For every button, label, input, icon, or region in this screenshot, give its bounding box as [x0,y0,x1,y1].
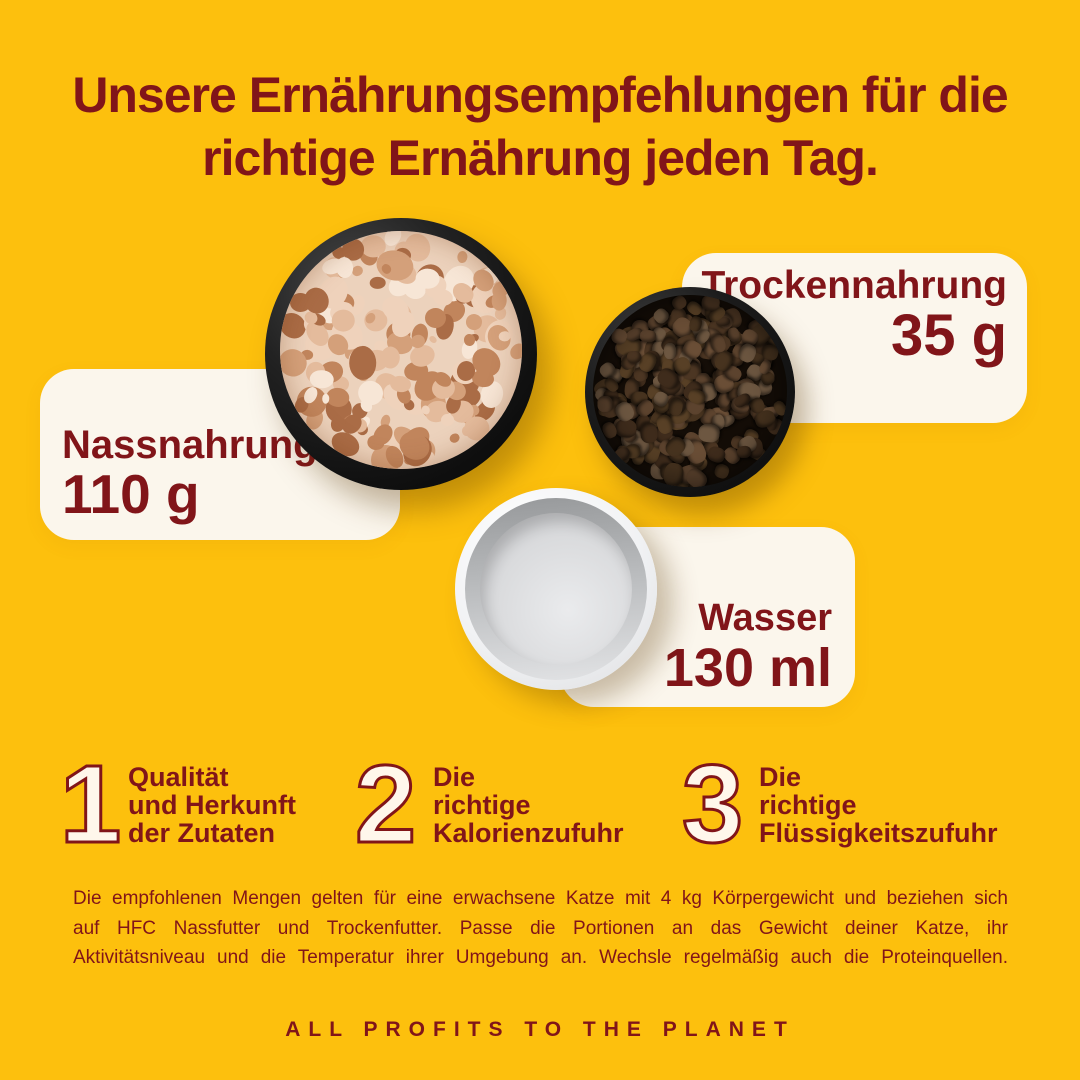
dry-food-label: Trockennahrung [701,264,1007,307]
step-1-text: Qualität und Herkunft der Zutaten [128,762,296,848]
wet-food-amount: 110 g [62,463,200,525]
step-3-text: Die richtige Flüssigkeitszufuhr [759,762,998,848]
step-2-number: 2 [354,743,418,866]
wet-food-photo [280,231,522,469]
step-2-text: Die richtige Kalorienzufuhr [433,762,624,848]
water-amount: 130 ml [663,638,832,698]
page-title-line1: Unsere Ernährungsempfehlungen für die [72,67,1008,123]
wet-food-label: Nassnahrung [62,423,318,467]
dry-food-bowl [585,287,795,497]
page-title: Unsere Ernährungsempfehlungen für die ric… [0,64,1080,190]
water-surface [480,513,632,665]
footer-tagline: ALL PROFITS TO THE PLANET [285,1018,795,1041]
dry-food-amount: 35 g [890,303,1007,368]
water-label: Wasser [698,597,832,639]
step-1-number: 1 [59,743,123,866]
page-title-line2: richtige Ernährung jeden Tag. [202,130,879,186]
wet-food-bowl [265,218,537,490]
water-bowl [455,488,657,690]
step-3-number: 3 [681,743,745,866]
kibble-photo [593,295,787,487]
disclaimer-text: Die empfohlenen Mengen gelten für eine e… [73,888,1008,968]
